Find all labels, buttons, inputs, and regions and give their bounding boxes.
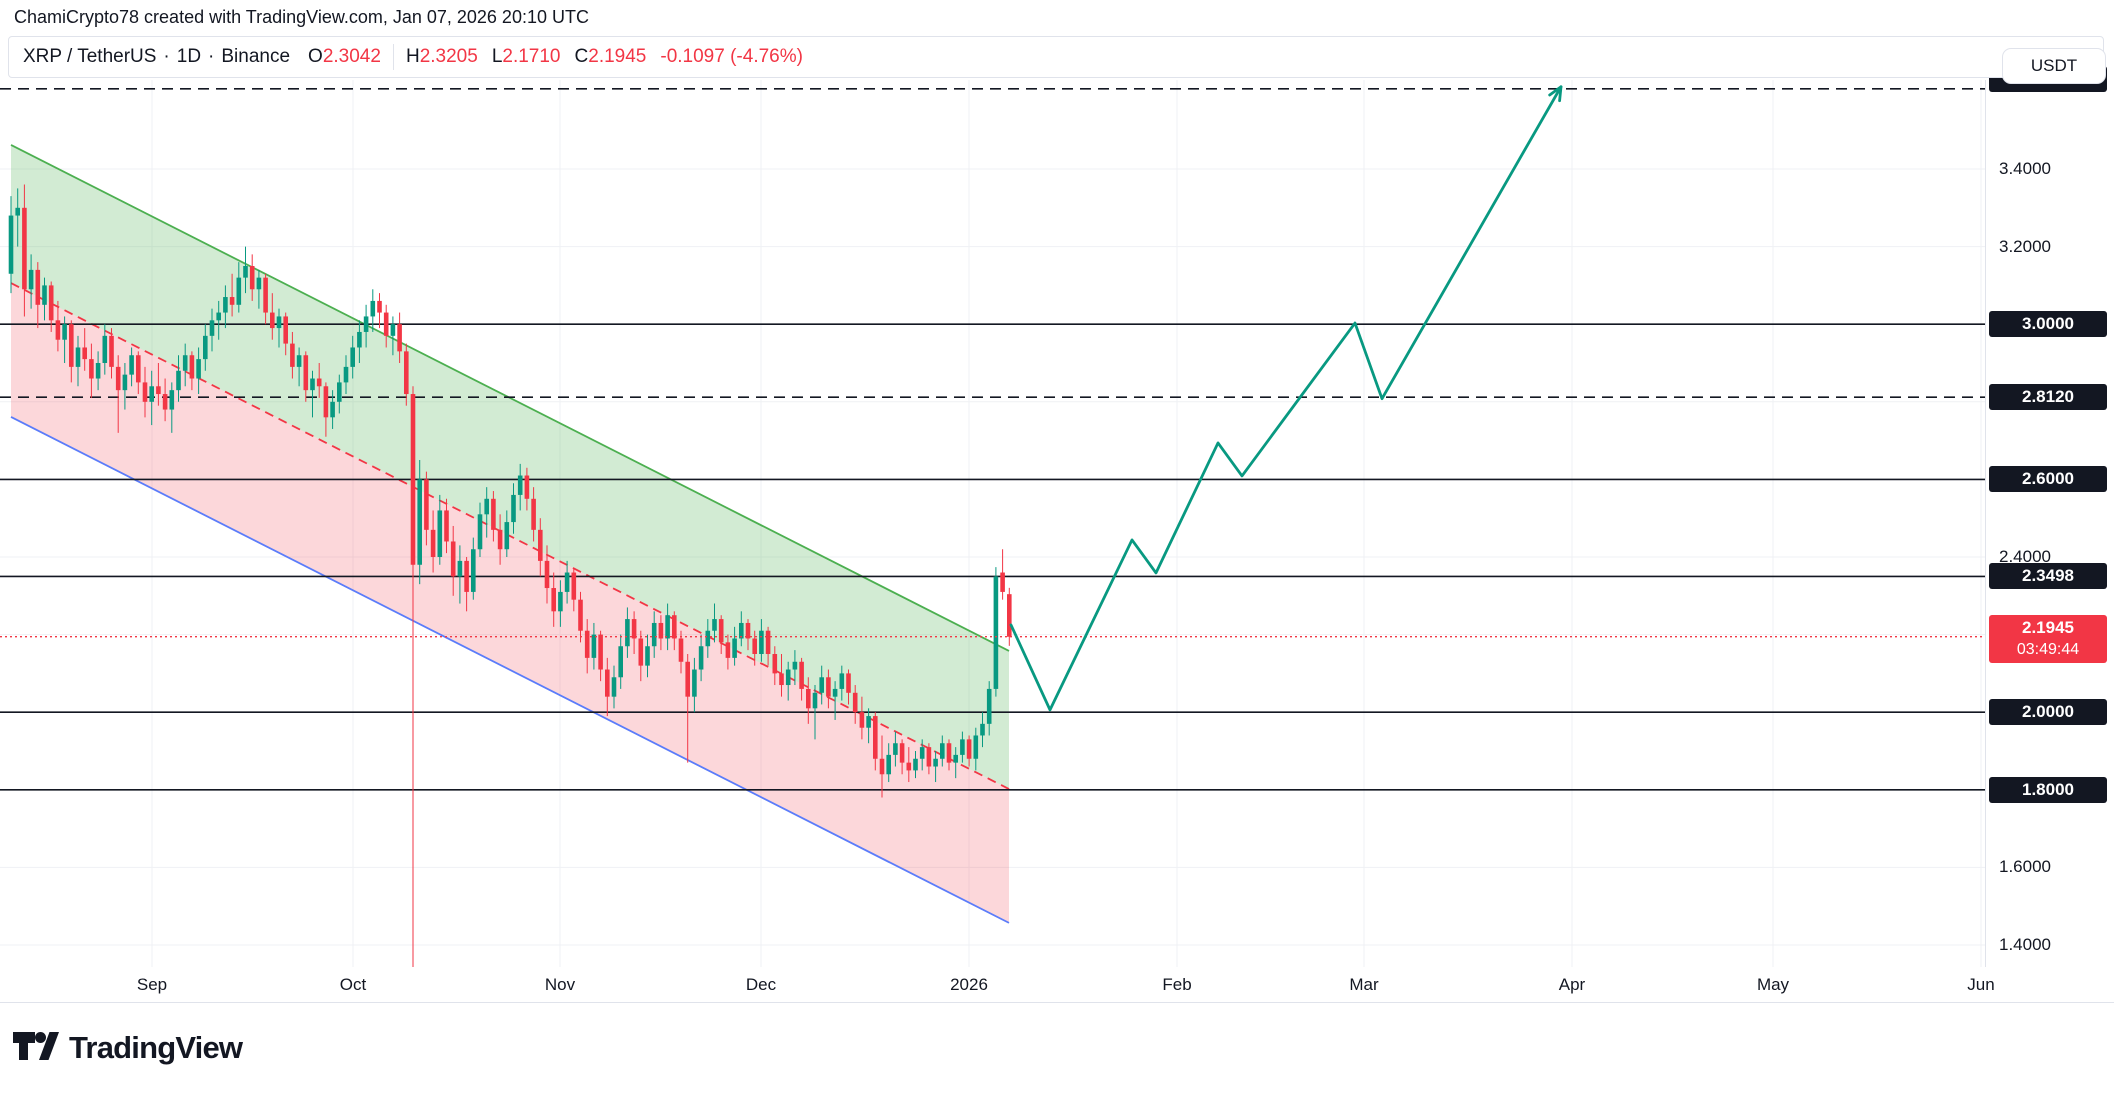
tradingview-wordmark: TradingView [69, 1030, 243, 1065]
price-tick: 3.2000 [1999, 236, 2051, 256]
price-tick: 1.4000 [1999, 935, 2051, 954]
time-axis[interactable]: Sep Oct Nov Dec 2026 Feb Mar Apr May Jun [0, 967, 2114, 1003]
currency-toggle-button[interactable]: USDT [2002, 48, 2106, 84]
separator-dot: · [163, 46, 170, 67]
price-axis[interactable]: 3.4000 3.2000 2.4000 1.6000 1.4000 3.0000 2.60… [1985, 66, 2114, 1002]
projection-path[interactable] [1009, 85, 1563, 712]
candlestick-chart[interactable] [0, 80, 1985, 967]
symbol-name: XRP / TetherUS [23, 46, 157, 67]
time-axis-label: Sep [136, 975, 168, 994]
time-axis-label: 2026 [950, 975, 988, 994]
exchange-label: Binance [221, 46, 291, 67]
projection-arrowhead [1548, 85, 1563, 103]
regression-channel[interactable] [10, 144, 1010, 924]
price-line-label: 2.8120 [1989, 384, 2107, 411]
price-tick: 3.4000 [1999, 159, 2051, 178]
currency-label: USDT [2030, 56, 2078, 75]
time-axis-label: Nov [544, 975, 576, 994]
interval-label: 1D [176, 46, 202, 67]
price-line-label: 1.8000 [1989, 776, 2107, 803]
attribution-text: ChamiCrypto78 created with TradingView.c… [14, 7, 589, 27]
ohlc-low: L2.1710 [491, 46, 561, 67]
time-axis-label: Oct [339, 975, 367, 994]
candles [8, 184, 1012, 967]
separator-dot: · [208, 46, 215, 67]
tradingview-logo: TradingView [13, 1030, 243, 1066]
current-price-label: 2.1945 03:49:44 [1989, 614, 2107, 663]
ohlc-close: C2.1945 [574, 46, 647, 67]
time-axis-label: Apr [1558, 975, 1586, 994]
time-axis-label: Dec [745, 975, 777, 994]
price-line-label: 2.6000 [1989, 466, 2107, 493]
tradingview-logo-icon [13, 1032, 59, 1060]
time-axis-label: Jun [1967, 975, 1995, 994]
legend-divider [392, 44, 394, 70]
price-line-label: 3.0000 [1989, 311, 2107, 338]
time-axis-label: Mar [1349, 975, 1379, 994]
price-line-label: 2.0000 [1989, 699, 2107, 726]
time-axis-label: May [1756, 975, 1790, 994]
price-tick: 2.4000 [1999, 547, 2051, 566]
horizontal-lines[interactable] [0, 88, 1985, 791]
symbol-toolbar: XRP / TetherUS · 1D · Binance O2.3042 H2… [8, 36, 2104, 78]
price-tick: 1.6000 [1999, 857, 2051, 877]
ohlc-high: H2.3205 [405, 46, 478, 67]
price-change: -0.1097 (-4.76%) [660, 46, 803, 67]
ohlc-open: O2.3042 [308, 46, 381, 67]
price-line-label: 2.3498 [1989, 563, 2107, 590]
time-axis-label: Feb [1162, 975, 1192, 994]
